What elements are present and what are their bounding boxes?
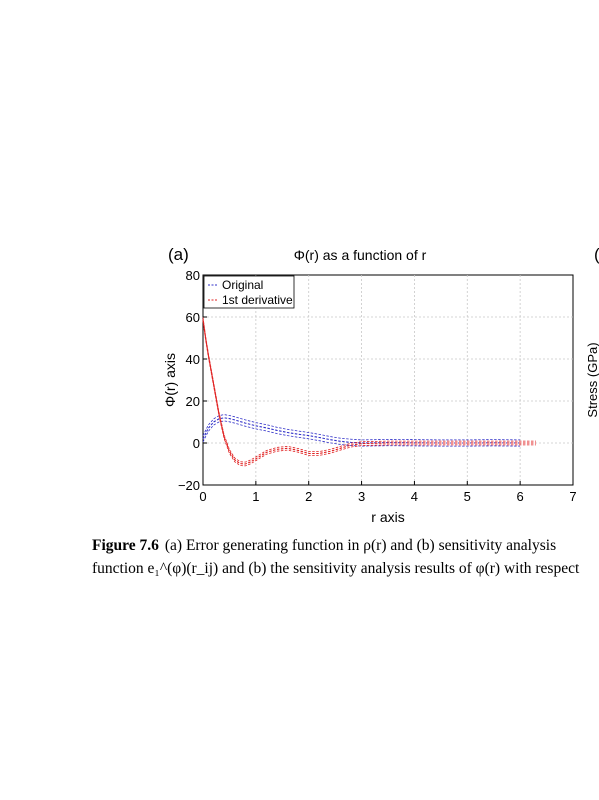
x-tick-label: 4 — [411, 489, 418, 504]
series-lines — [202, 317, 536, 467]
y-tick-label: 40 — [186, 352, 200, 367]
series-1st-derivative-bound-line — [202, 317, 536, 463]
series-1st-derivative-bound-line — [202, 320, 536, 467]
right-panel-ylabel-fragment: Stress (GPa) — [585, 342, 599, 417]
y-axis-label: Φ(r) axis — [162, 353, 178, 407]
x-tick-label: 2 — [305, 489, 312, 504]
y-tick-label: 60 — [186, 310, 200, 325]
figure-caption: Figure 7.6 (a) Error generating function … — [92, 534, 599, 580]
series-original — [202, 414, 521, 447]
y-tick-label: 20 — [186, 394, 200, 409]
x-tick-label: 3 — [358, 489, 365, 504]
y-tick-label: 0 — [193, 436, 200, 451]
legend-label-derivative: 1st derivative — [222, 293, 293, 307]
legend-label-original: Original — [222, 278, 263, 292]
series-1st-derivative-line — [202, 319, 536, 465]
chart-title: Φ(r) as a function of r — [294, 247, 427, 263]
y-tick-label: 80 — [186, 268, 200, 283]
caption-figure-number: Figure 7.6 — [92, 537, 159, 554]
series-original-line — [202, 417, 521, 444]
legend-box — [203, 275, 295, 309]
x-tick-label: 0 — [199, 489, 206, 504]
caption-line-1-text: (a) Error generating function in ρ(r) an… — [164, 537, 557, 554]
legend: Original 1st derivative — [203, 275, 295, 309]
caption-line-1: Figure 7.6 (a) Error generating function … — [92, 534, 599, 557]
series-original-bound-line — [202, 420, 521, 447]
y-tick-label: −20 — [178, 478, 200, 493]
x-axis-label: r axis — [371, 509, 404, 525]
x-tick-label: 1 — [252, 489, 259, 504]
series-original-bound-line — [202, 414, 521, 441]
plot-area — [202, 274, 574, 486]
x-tick-label: 7 — [569, 489, 576, 504]
x-tick-label: 6 — [517, 489, 524, 504]
panel-b-label-fragment: ( — [594, 245, 599, 264]
panel-a-label: (a) — [168, 245, 189, 264]
x-tick-label: 5 — [464, 489, 471, 504]
grid — [203, 275, 573, 485]
caption-line-2: function e₁^(φ)(r_ij) and (b) the sensit… — [92, 560, 580, 577]
series-1st-derivative — [202, 317, 536, 467]
